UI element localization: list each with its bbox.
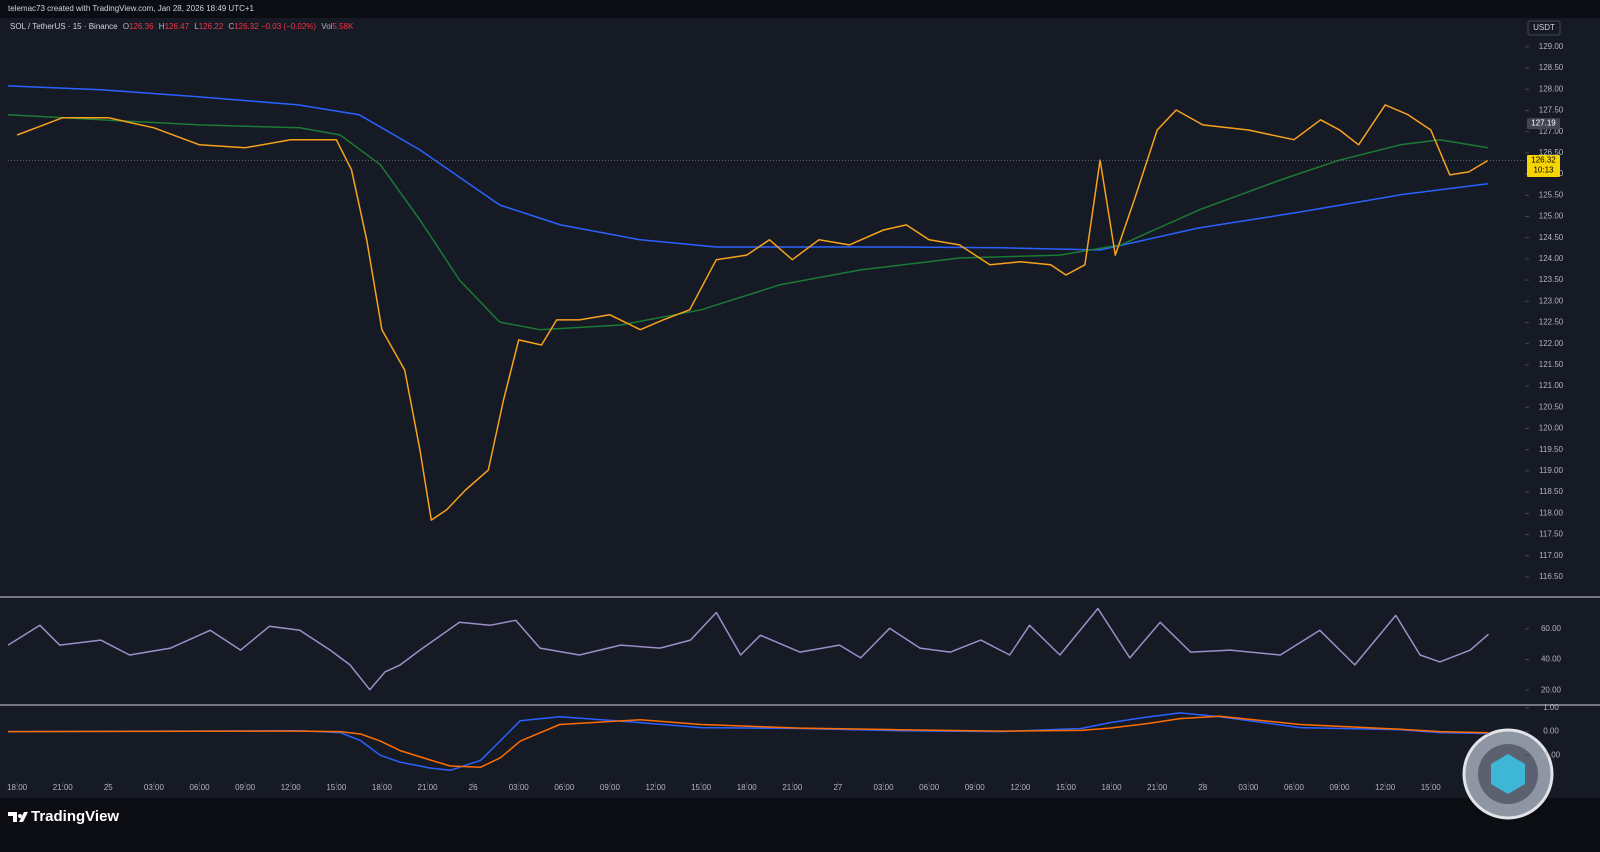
y-tick-label: 123.00 — [1539, 296, 1564, 305]
x-tick-label: 09:00 — [600, 783, 621, 792]
x-tick-label: 27 — [833, 783, 842, 792]
ohlc-value: 126.47 — [164, 22, 190, 31]
symbol-header: SOL / TetherUS · 15 · Binance O126.36 H1… — [10, 22, 353, 31]
x-tick-label: 06:00 — [190, 783, 211, 792]
y-tick-label: 0.00 — [1543, 727, 1559, 736]
x-tick-label: 12:00 — [281, 783, 302, 792]
price-label-box — [1527, 118, 1560, 130]
x-tick-label: 15:00 — [1056, 783, 1077, 792]
y-tick-label: 120.50 — [1539, 402, 1564, 411]
series-line — [16, 104, 1489, 521]
x-tick-label: 06:00 — [1284, 783, 1305, 792]
brand-logo — [8, 812, 28, 822]
x-tick-label: 15:00 — [1421, 783, 1442, 792]
x-tick-label: 21:00 — [782, 783, 803, 792]
y-tick-label: 128.50 — [1539, 63, 1564, 72]
y-tick-label: 117.00 — [1539, 551, 1563, 560]
brand: TradingView — [31, 808, 119, 825]
y-tick-label: 117.50 — [1539, 530, 1563, 539]
y-tick-label: 122.50 — [1539, 318, 1564, 327]
x-tick-label: 18:00 — [737, 783, 758, 792]
y-tick-label: 125.00 — [1539, 212, 1564, 221]
x-tick-label: 06:00 — [554, 783, 575, 792]
y-tick-label: 121.00 — [1539, 381, 1564, 390]
y-tick-label: 126.50 — [1539, 148, 1564, 157]
price-countdown: 10:13 — [1533, 166, 1554, 175]
x-tick-label: 03:00 — [144, 783, 165, 792]
y-tick-label: 122.00 — [1539, 339, 1564, 348]
volume-value: 5.58K — [332, 22, 354, 31]
y-tick-label: 128.00 — [1539, 84, 1564, 93]
y-tick-label: 118.50 — [1539, 487, 1563, 496]
coin-emblem — [1491, 754, 1525, 794]
y-tick-label: 116.50 — [1539, 572, 1563, 581]
ohlc-label: H — [158, 22, 165, 31]
x-tick-label: 21:00 — [53, 783, 74, 792]
y-tick-label: 60.00 — [1541, 624, 1562, 633]
x-tick-label: 09:00 — [235, 783, 256, 792]
x-tick-label: 09:00 — [965, 783, 986, 792]
volume-label: Vol — [321, 22, 333, 31]
change: −0.03 (−0.02%) — [260, 22, 317, 31]
series-line — [7, 113, 1488, 331]
series-line — [7, 607, 1489, 691]
y-tick-label: 127.50 — [1539, 106, 1564, 115]
x-tick-label: 03:00 — [874, 783, 895, 792]
x-tick-label: 03:00 — [509, 783, 530, 792]
y-tick-label: 123.50 — [1539, 275, 1564, 284]
ohlc-value: 126.32 — [234, 22, 259, 31]
y-tick-label: 129.00 — [1539, 42, 1564, 51]
x-tick-label: 18:00 — [7, 783, 28, 792]
ohlc-label: O — [122, 22, 130, 31]
x-tick-label: 12:00 — [1010, 783, 1031, 792]
x-tick-label: 18:00 — [372, 783, 393, 792]
y-tick-label: 121.50 — [1539, 360, 1564, 369]
y-tick-label: 119.50 — [1539, 445, 1563, 454]
y-tick-label: 1.00 — [1543, 703, 1559, 712]
unit-box — [1527, 20, 1561, 36]
chart-area — [0, 18, 1600, 798]
x-tick-label: 21:00 — [418, 783, 439, 792]
y-tick-label: 119.00 — [1539, 466, 1563, 475]
y-tick-label: 20.00 — [1541, 685, 1562, 694]
x-tick-label: 21:00 — [1147, 783, 1168, 792]
x-tick-label: 18:00 — [1102, 783, 1123, 792]
x-tick-label: 06:00 — [919, 783, 940, 792]
price-label-box — [1527, 154, 1560, 177]
watermark — [1462, 728, 1554, 820]
price-label: 127.19 — [1531, 119, 1556, 128]
y-tick-label: 124.50 — [1539, 233, 1564, 242]
x-tick-label: 28 — [1198, 783, 1207, 792]
ohlc-value: 126.22 — [198, 22, 224, 31]
x-tick-label: 26 — [469, 783, 478, 792]
y-tick-label: 118.00 — [1539, 508, 1563, 517]
x-tick-label: 15:00 — [326, 783, 347, 792]
y-tick-label: 40.00 — [1541, 655, 1562, 664]
x-tick-label: 03:00 — [1238, 783, 1259, 792]
x-tick-label: 12:00 — [1375, 783, 1396, 792]
ohlc-label: L — [194, 22, 199, 31]
ohlc: O126.36 H126.47 L126.22 C126.32 −0.03 (−… — [120, 22, 353, 31]
ohlc-value: 126.36 — [129, 22, 154, 31]
y-tick-label: 127.00 — [1539, 127, 1564, 136]
credit: telemac73 created with TradingView.com, … — [8, 4, 255, 13]
price-label: 126.32 — [1531, 156, 1556, 165]
symbol: SOL / TetherUS · 15 · Binance — [10, 22, 118, 31]
y-tick-label: 124.00 — [1539, 254, 1564, 263]
x-tick-label: 15:00 — [691, 783, 712, 792]
series-line — [7, 715, 1489, 768]
x-tick-label: 25 — [104, 783, 113, 792]
ohlc-label: C — [228, 22, 235, 31]
y-tick-label: 120.00 — [1539, 424, 1564, 433]
unit: USDT — [1533, 23, 1555, 32]
x-tick-label: 09:00 — [1330, 783, 1351, 792]
y-tick-label: -1.00 — [1542, 750, 1561, 759]
logo-mark — [8, 812, 28, 822]
x-tick-label: 12:00 — [646, 783, 667, 792]
series-line — [7, 85, 1488, 251]
y-tick-label: 125.50 — [1539, 190, 1564, 199]
